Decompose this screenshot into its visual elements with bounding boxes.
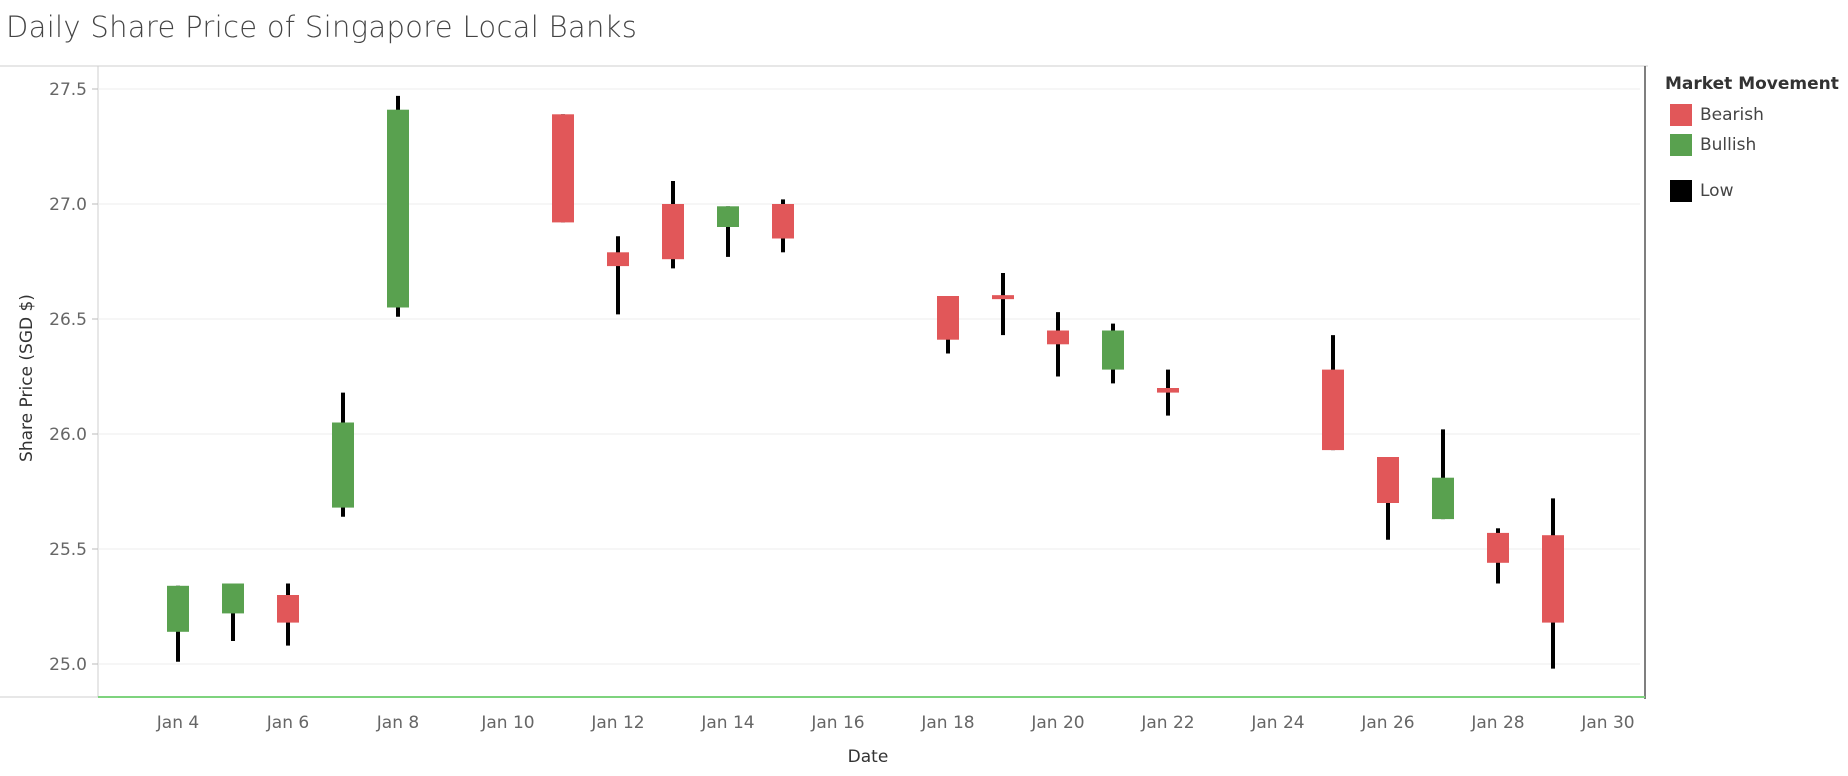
x-tick-label: Jan 24 <box>1250 713 1304 733</box>
candle-body <box>607 252 629 267</box>
candle-body <box>552 114 574 223</box>
legend-title: Market Movement <box>1665 74 1839 94</box>
x-tick-label: Jan 6 <box>266 713 309 733</box>
candle-body <box>1377 457 1399 503</box>
x-axis-ticks: Jan 4 Jan 6 Jan 8 Jan 10 Jan 12 Jan 14 Jan 16 J… <box>156 713 1635 733</box>
x-tick-label: Jan 28 <box>1470 713 1524 733</box>
legend-item-bullish[interactable]: Bullish <box>1665 130 1839 160</box>
x-tick-label: Jan 16 <box>810 713 864 733</box>
y-tick-label: 25.5 <box>49 540 87 560</box>
candle-body <box>1102 330 1124 370</box>
y-tick-label: 26.5 <box>49 310 87 330</box>
candle-body <box>1322 369 1344 451</box>
y-tick-label: 26.0 <box>49 425 87 445</box>
candle-body <box>387 109 409 308</box>
legend-label-bullish: Bullish <box>1700 135 1757 155</box>
candle-bodies <box>167 109 1564 632</box>
x-tick-label: Jan 12 <box>590 713 644 733</box>
x-tick-label: Jan 22 <box>1140 713 1194 733</box>
x-tick-label: Jan 10 <box>480 713 534 733</box>
candle-body <box>1542 535 1564 623</box>
bearish-swatch <box>1670 104 1692 126</box>
candle-body <box>1157 388 1179 393</box>
plot-frame <box>0 65 1648 699</box>
x-axis-label: Date <box>848 747 889 767</box>
x-tick-label: Jan 30 <box>1580 713 1634 733</box>
legend-item-low[interactable]: Low <box>1665 176 1839 206</box>
y-tick-label: 27.5 <box>49 80 87 100</box>
y-axis-label: Share Price (SGD $) <box>17 294 37 462</box>
bullish-swatch <box>1670 134 1692 156</box>
legend-label-low: Low <box>1700 181 1734 201</box>
legend-label-bearish: Bearish <box>1700 105 1764 125</box>
y-tick-label: 25.0 <box>49 655 87 675</box>
candle-body <box>1432 477 1454 520</box>
x-tick-label: Jan 8 <box>376 713 419 733</box>
chart-title: Daily Share Price of Singapore Local Ban… <box>6 10 638 44</box>
candle-body <box>277 595 299 623</box>
candle-body <box>717 206 739 227</box>
candle-body <box>1047 330 1069 345</box>
gridlines <box>98 88 1640 665</box>
candle-body <box>222 583 244 614</box>
candle-body <box>662 204 684 260</box>
x-tick-label: Jan 18 <box>920 713 974 733</box>
low-swatch <box>1670 180 1692 202</box>
candle-body <box>1487 532 1509 563</box>
candle-body <box>992 295 1014 300</box>
y-axis-ticks: 25.0 25.5 26.0 26.5 27.0 27.5 <box>49 80 98 675</box>
x-tick-label: Jan 26 <box>1360 713 1414 733</box>
candle-body <box>937 296 959 340</box>
candle-body <box>772 204 794 239</box>
x-tick-label: Jan 4 <box>156 713 199 733</box>
y-tick-label: 27.0 <box>49 195 87 215</box>
candle-body <box>332 422 354 508</box>
wicks <box>176 95 1555 669</box>
x-tick-label: Jan 20 <box>1030 713 1084 733</box>
candle-body <box>167 585 189 632</box>
legend-item-bearish[interactable]: Bearish <box>1665 100 1839 130</box>
x-tick-label: Jan 14 <box>700 713 754 733</box>
legend: Market Movement Bearish Bullish Low <box>1665 74 1839 206</box>
